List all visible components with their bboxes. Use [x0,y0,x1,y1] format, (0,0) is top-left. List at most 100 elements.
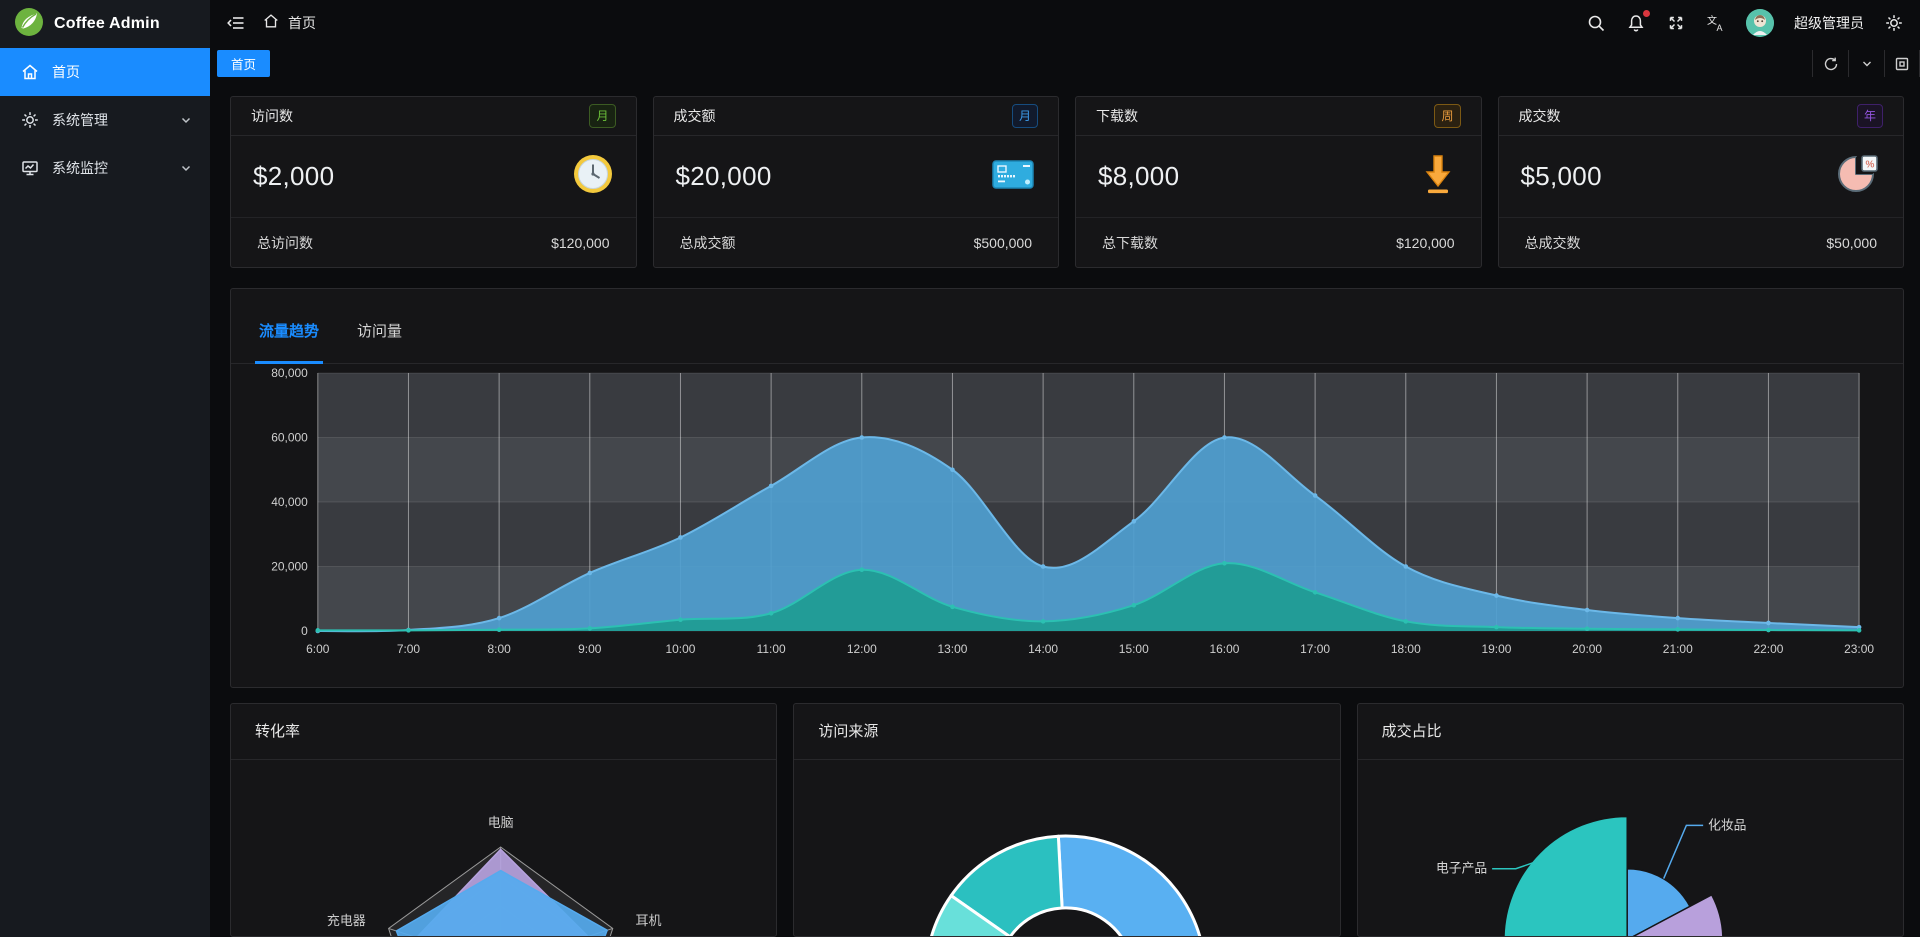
monitor-icon [20,158,40,178]
stat-footer-value: $120,000 [1396,234,1455,251]
page-content: 访问数 月 $2,000 [210,82,1920,937]
rose-pie-chart: 电子产品 化妆品 [1358,760,1903,936]
trend-tabs: 流量趋势 访问量 [231,289,1903,364]
period-badge: 年 [1856,104,1883,128]
svg-text:11:00: 11:00 [757,642,786,656]
card-icon [990,154,1036,199]
svg-text:18:00: 18:00 [1391,642,1421,656]
sidebar-menu: 首页 系统管理 [0,48,210,192]
stat-card-visits: 访问数 月 $2,000 [230,96,637,268]
svg-text:13:00: 13:00 [937,642,967,656]
tab-traffic-trend[interactable]: 流量趋势 [255,320,324,364]
breadcrumb-label: 首页 [288,14,316,31]
svg-text:10:00: 10:00 [665,642,695,656]
card-title: 转化率 [231,704,777,760]
svg-text:40,000: 40,000 [271,495,308,509]
svg-text:6:00: 6:00 [306,642,330,656]
svg-text:7:00: 7:00 [397,642,421,656]
svg-text:15:00: 15:00 [1119,642,1149,656]
fullscreen-icon[interactable] [1666,13,1686,33]
svg-text:化妆品: 化妆品 [1708,817,1746,832]
app-title: Coffee Admin [54,15,160,32]
navbar-right: 文 A 超级管理员 [1586,8,1904,37]
sidebar-item-system-management[interactable]: 系统管理 [0,96,210,144]
stat-footer-value: $120,000 [551,234,610,251]
sidebar-item-label: 系统管理 [52,112,108,128]
stat-card-title: 成交数 [1518,108,1561,124]
notification-dot [1643,9,1650,17]
chevron-down-icon [176,110,196,130]
period-badge: 月 [1011,104,1038,128]
clock-icon [572,153,614,200]
area-chart: 0 20,000 40,000 60,000 80,000 6:00 7:00 8:00 9:0… [231,364,1903,688]
svg-text:21:00: 21:00 [1663,642,1693,656]
tab-controls [1812,50,1920,77]
period-badge: 月 [589,104,616,128]
tab-bar: 首页 [210,45,1920,82]
username[interactable]: 超级管理员 [1794,14,1864,31]
svg-text:充电器: 充电器 [327,913,366,928]
stat-value: $5,000 [1520,161,1602,191]
chevron-down-icon[interactable] [1848,50,1884,77]
radar-chart: 电脑 耳机 充电器 [231,760,776,936]
home-icon [20,62,40,82]
chevron-down-icon [176,158,196,178]
stat-value: $8,000 [1098,161,1180,191]
settings-gear-icon[interactable] [1884,13,1904,33]
stat-card-title: 访问数 [251,108,293,124]
notifications-bell-icon[interactable] [1626,9,1650,33]
sidebar-item-home[interactable]: 首页 [0,48,210,96]
translate-icon[interactable]: 文 A [1706,13,1726,33]
visit-source-card: 访问来源 [793,703,1341,937]
avatar[interactable] [1746,8,1774,37]
maximize-icon[interactable] [1884,50,1920,77]
search-icon[interactable] [1586,13,1606,33]
tab-visit-volume[interactable]: 访问量 [357,323,403,340]
bottom-cards-row: 转化率 电脑 耳机 充电器 访问来源 成交占比 电子产品 化妆品 [230,703,1904,937]
leaf-logo-icon [14,7,44,42]
svg-text:12:00: 12:00 [847,642,877,656]
svg-text:20:00: 20:00 [1572,642,1602,656]
card-title: 成交占比 [1357,704,1903,760]
sidebar-item-system-monitor[interactable]: 系统监控 [0,144,210,192]
stat-card-title: 成交额 [673,108,716,124]
stat-card-title: 下载数 [1096,108,1138,124]
period-badge: 周 [1434,104,1461,128]
svg-text:耳机: 耳机 [636,913,662,928]
tab-home[interactable]: 首页 [217,50,271,77]
svg-text:20,000: 20,000 [271,559,308,573]
donut-chart [794,760,1339,936]
app-logo: Coffee Admin [0,0,210,48]
sidebar-item-label: 首页 [52,64,80,80]
svg-text:60,000: 60,000 [271,430,308,444]
collapse-menu-icon[interactable] [226,13,246,33]
svg-text:电子产品: 电子产品 [1436,861,1487,876]
svg-text:80,000: 80,000 [271,366,308,380]
stat-cards-row: 访问数 月 $2,000 [230,96,1904,268]
stat-value: $20,000 [675,161,772,191]
svg-text:文: 文 [1707,14,1717,27]
sidebar-item-label: 系统监控 [52,160,108,176]
stat-footer-label: 总访问数 [257,234,313,251]
breadcrumb[interactable]: 首页 [262,12,316,33]
deal-share-card: 成交占比 电子产品 化妆品 [1356,703,1904,937]
gear-icon [20,110,40,130]
stat-footer-label: 总成交数 [1524,234,1581,251]
refresh-icon[interactable] [1812,50,1848,77]
stat-card-downloads: 下载数 周 $8,000 总下载数 [1075,96,1482,268]
svg-text:22:00: 22:00 [1753,642,1783,656]
svg-text:23:00: 23:00 [1844,642,1874,656]
stat-card-turnover: 成交额 月 $20,000 [652,96,1059,268]
stat-footer-label: 总成交额 [679,234,736,251]
stat-footer-value: $50,000 [1826,234,1877,251]
pie-percent-icon: % [1837,153,1881,200]
stat-value: $2,000 [253,161,335,191]
svg-text:16:00: 16:00 [1209,642,1239,656]
svg-text:17:00: 17:00 [1300,642,1330,656]
tab-label: 首页 [231,58,257,72]
top-navbar: 首页 [210,0,1920,45]
stat-card-deals: 成交数 年 $5,000 % [1497,96,1904,268]
svg-text:9:00: 9:00 [578,642,602,656]
traffic-trend-card: 流量趋势 访问量 0 20,000 40,000 60,000 80,000 6:00 7:… [230,288,1904,688]
sidebar: Coffee Admin 首页 [0,0,210,937]
